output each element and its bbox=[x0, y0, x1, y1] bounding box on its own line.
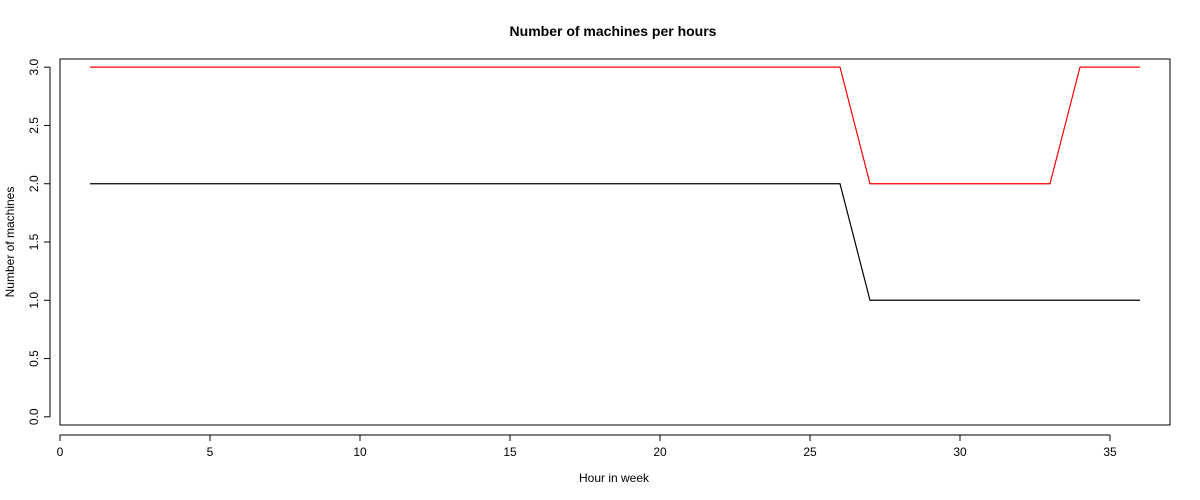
x-tick-label: 25 bbox=[803, 445, 817, 459]
series-line-1 bbox=[90, 66, 1140, 185]
plot-area-border bbox=[59, 58, 1171, 426]
y-tick-label: 2.5 bbox=[27, 117, 41, 134]
y-tick-label: 1.0 bbox=[27, 292, 41, 309]
x-tick-label: 30 bbox=[953, 445, 967, 459]
y-tick-label: 1.5 bbox=[27, 233, 41, 250]
x-tick-label: 10 bbox=[353, 445, 367, 459]
y-tick-label: 0.0 bbox=[27, 408, 41, 425]
chart-title: Number of machines per hours bbox=[510, 23, 717, 39]
x-tick-label: 0 bbox=[57, 445, 64, 459]
x-tick-label: 35 bbox=[1103, 445, 1117, 459]
y-tick-label: 0.5 bbox=[27, 350, 41, 367]
x-tick-label: 15 bbox=[503, 445, 517, 459]
x-tick-label: 5 bbox=[207, 445, 214, 459]
y-tick-label: 2.0 bbox=[27, 175, 41, 192]
x-tick-label: 20 bbox=[653, 445, 667, 459]
y-tick-label: 3.0 bbox=[27, 58, 41, 75]
x-axis-title: Hour in week bbox=[579, 471, 650, 485]
y-axis: 0.0 0.5 1.0 1.5 2.0 2.5 3.0 bbox=[27, 58, 51, 425]
x-axis: 0 5 10 15 20 25 30 35 bbox=[57, 434, 1117, 459]
series-group bbox=[90, 66, 1140, 301]
y-axis-title: Number of machines bbox=[3, 187, 17, 298]
series-line-2 bbox=[90, 183, 1140, 301]
